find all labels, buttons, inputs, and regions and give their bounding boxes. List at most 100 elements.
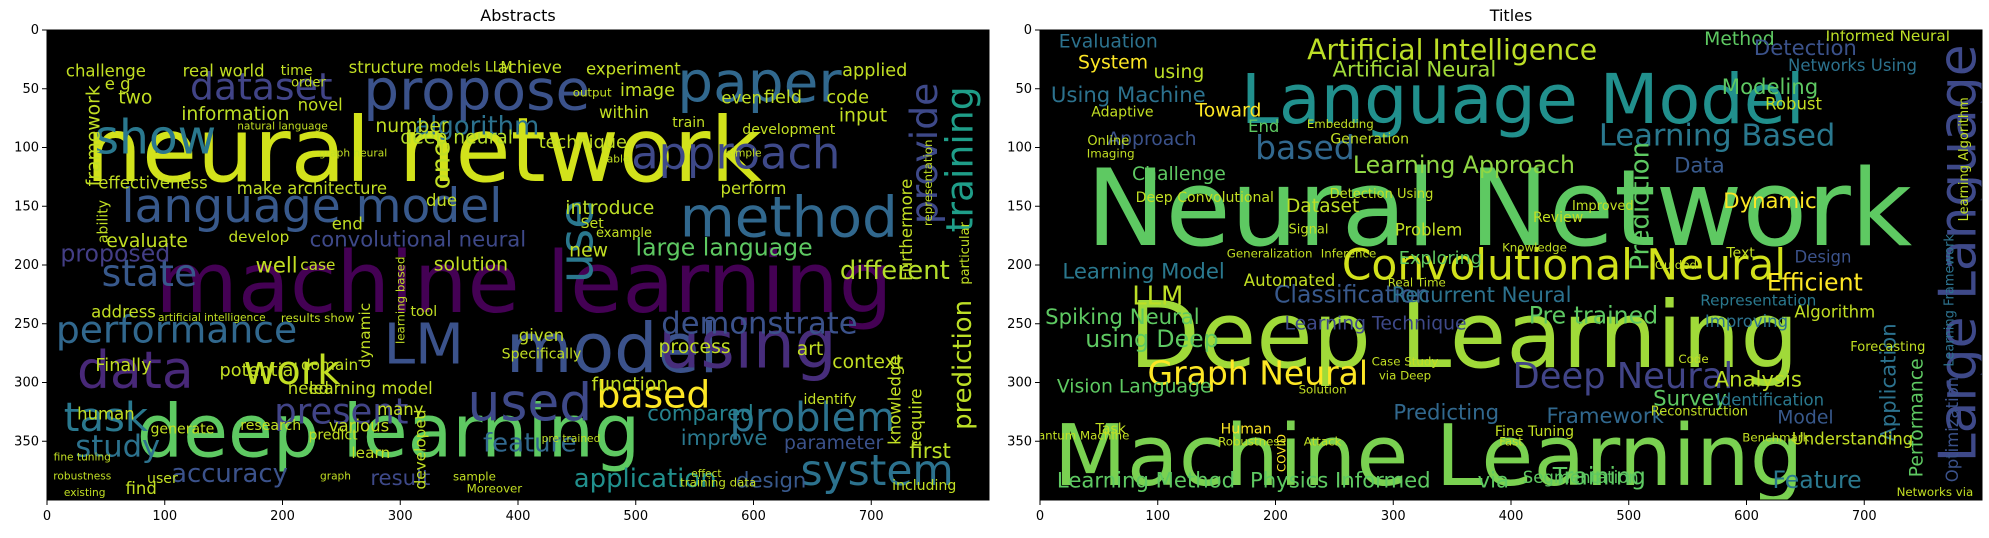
word: Knowledge — [1502, 240, 1567, 254]
word: experiment — [586, 59, 681, 78]
word: Learning Algorithm — [1957, 97, 1972, 221]
word: study — [75, 430, 160, 465]
word: application — [574, 464, 717, 494]
word: use — [549, 200, 604, 283]
word: Performance — [1907, 358, 1928, 477]
word: solution — [434, 255, 508, 276]
abstracts-panel: Abstracts neural network machine learning… — [0, 0, 995, 534]
word: problem — [730, 395, 896, 441]
word: pre trained — [542, 433, 601, 445]
word: dataset — [190, 64, 333, 108]
x-tick-label: 0 — [1036, 509, 1044, 524]
word: Survey — [1653, 385, 1727, 410]
word: developed — [411, 409, 429, 489]
word: particular — [958, 221, 973, 284]
word: e g — [105, 75, 131, 94]
word: input — [839, 105, 887, 126]
word: code — [826, 88, 869, 108]
x-tick-label: 700 — [1852, 509, 1877, 524]
word: Learning Approach — [1353, 151, 1575, 179]
word: technique — [539, 133, 627, 153]
word: approach — [631, 127, 840, 179]
word: Learning Based — [1599, 118, 1835, 153]
word: Machine Learning — [1054, 406, 1804, 505]
abstracts-title: Abstracts — [480, 6, 556, 25]
word: Learning Method — [1057, 468, 1235, 493]
word: Vision Language — [1057, 377, 1212, 398]
word: Set — [581, 216, 605, 232]
y-tick-label: 250 — [1007, 317, 1032, 332]
word: Robustness — [1218, 434, 1286, 448]
word: Detection — [1754, 35, 1857, 60]
word: new — [569, 240, 608, 261]
x-tick-label: 500 — [623, 509, 648, 524]
word: Physics Informed — [1250, 468, 1431, 493]
y-tick-label: 200 — [1007, 258, 1032, 273]
word: Exploring — [1399, 249, 1482, 269]
word: data — [77, 341, 194, 401]
word: via Deep — [1379, 368, 1431, 382]
word: learn — [351, 444, 390, 462]
word: learning based — [393, 257, 407, 345]
word: proposed — [60, 239, 170, 267]
word: work — [244, 348, 342, 394]
word: one — [427, 141, 457, 189]
word: Online — [1087, 134, 1129, 149]
word: Using Machine — [1051, 82, 1206, 107]
x-tick-label: 0 — [43, 509, 51, 524]
word: Furthermore — [897, 179, 916, 281]
word: effect — [691, 468, 721, 480]
word: design — [736, 468, 806, 493]
word: deep neural — [400, 128, 513, 149]
word: Data — [1674, 153, 1725, 178]
word: including — [892, 478, 956, 494]
word: training data — [680, 475, 756, 489]
x-tick-label: 400 — [1499, 509, 1524, 524]
word: Efficient — [1767, 269, 1863, 297]
word: Fast — [1499, 434, 1523, 448]
word: Detection Using — [1330, 187, 1434, 202]
plot-background — [47, 30, 989, 500]
word: neural network — [85, 99, 762, 203]
word: Signal — [1289, 222, 1329, 237]
word: Dataset — [1286, 196, 1360, 217]
y-tick-label: 150 — [14, 199, 39, 214]
titles-title: Titles — [1489, 6, 1533, 25]
word: Method — [1704, 29, 1774, 50]
word: identify — [804, 392, 857, 408]
word: Approach — [1107, 129, 1196, 150]
word: art — [797, 339, 824, 360]
titles-panel: Titles Neural Network Deep Learning Machin… — [995, 0, 1989, 534]
word: Prediction — [1626, 142, 1656, 271]
word: compared — [647, 401, 753, 426]
word: first — [909, 438, 950, 463]
word: COVID — [1274, 434, 1288, 472]
x-tick-label: 300 — [1381, 509, 1406, 524]
word: LM — [384, 312, 464, 377]
word: process — [659, 337, 731, 358]
word: address — [91, 303, 156, 322]
word: Toward — [1194, 101, 1261, 122]
word: feature — [483, 429, 576, 459]
x-tick-label: 600 — [741, 509, 766, 524]
word: based — [1255, 128, 1355, 167]
word: models LLM — [429, 60, 513, 76]
word: two — [118, 88, 152, 109]
word: End — [1248, 117, 1279, 136]
word: Evaluation — [1059, 31, 1158, 52]
word: Moreover — [467, 481, 523, 495]
y-tick-label: 0 — [1024, 23, 1032, 38]
word: Recurrent Neural — [1392, 282, 1572, 307]
word: learning model — [309, 379, 433, 398]
word: Informed Neural — [1826, 27, 1950, 45]
word: Benchmark — [1742, 431, 1809, 445]
word: Language Model — [1241, 61, 1805, 140]
word: Spiking Neural — [1045, 304, 1199, 329]
titles-wordcloud: Neural Network Deep Learning Machine Learn… — [1007, 23, 1983, 524]
word: knowledge — [885, 355, 904, 444]
word: Text — [1725, 245, 1755, 261]
word: development — [742, 122, 835, 138]
word: Automated — [1244, 271, 1336, 290]
word: introduce — [565, 198, 654, 219]
y-tick-label: 300 — [14, 376, 39, 391]
